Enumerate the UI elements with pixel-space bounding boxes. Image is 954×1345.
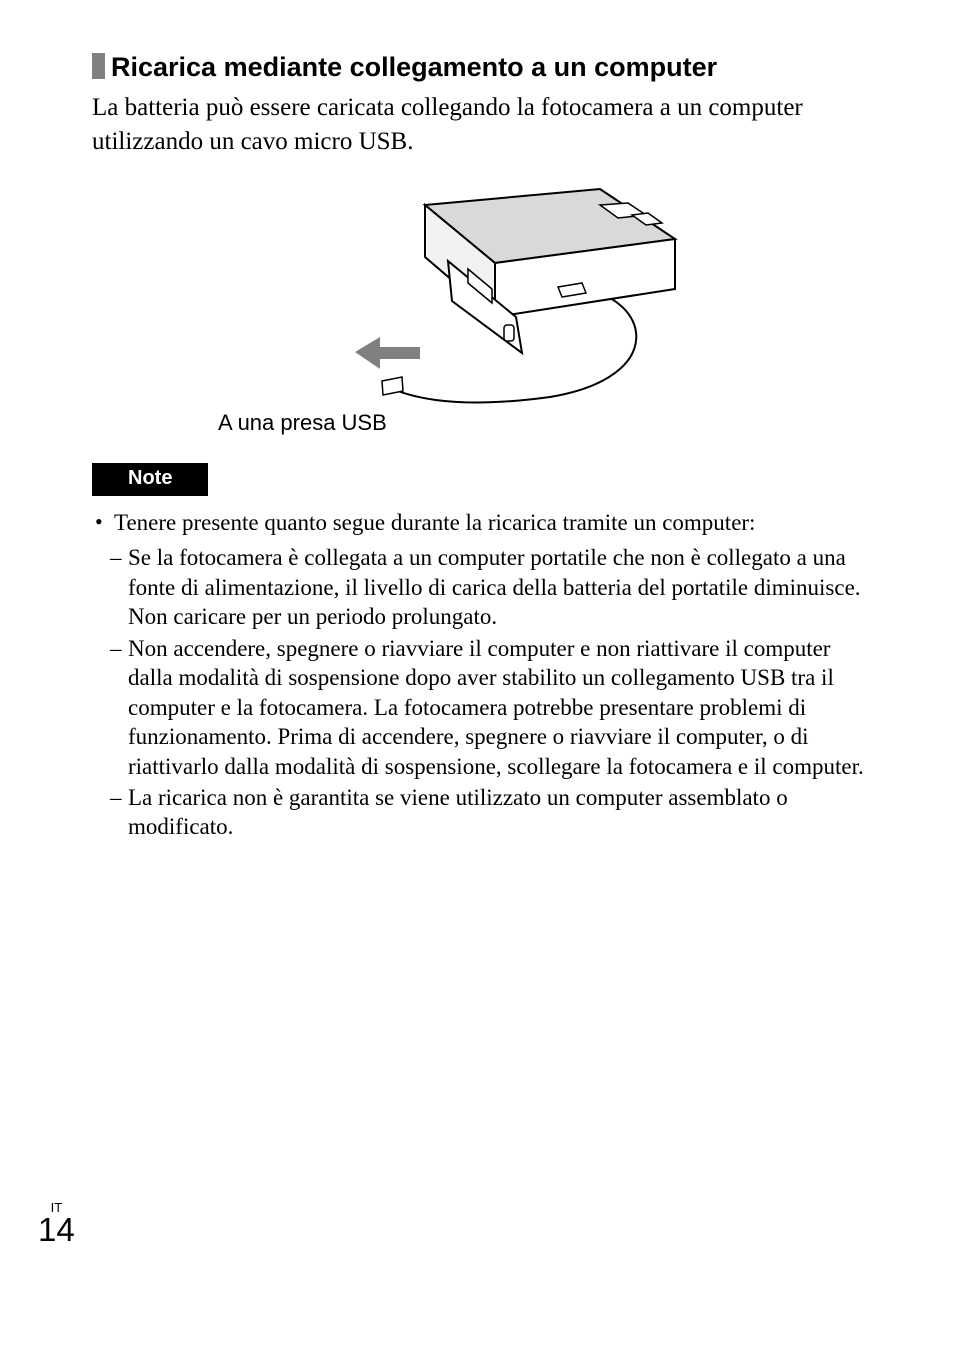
- heading-bar-icon: [92, 53, 105, 79]
- heading-text: Ricarica mediante collegamento a un comp…: [111, 52, 717, 82]
- page-container: Ricarica mediante collegamento a un comp…: [0, 0, 954, 1345]
- note-sub-item: Non accendere, spegnere o riavviare il c…: [92, 634, 868, 781]
- page-footer: IT 14: [38, 1200, 75, 1249]
- figure-caption: A una presa USB: [218, 410, 387, 436]
- usb-charging-figure: A una presa USB: [92, 177, 868, 437]
- arrow-left-icon: [355, 337, 420, 369]
- note-sub-item: La ricarica non è garantita se viene uti…: [92, 783, 868, 842]
- section-heading: Ricarica mediante collegamento a un comp…: [92, 52, 868, 83]
- note-main-bullet: Tenere presente quanto segue durante la …: [92, 508, 868, 537]
- note-label-text: Note: [92, 463, 208, 496]
- footer-page-number: 14: [38, 1211, 75, 1249]
- notes-block: Tenere presente quanto segue durante la …: [92, 508, 868, 842]
- note-sub-item: Se la fotocamera è collegata a un comput…: [92, 543, 868, 631]
- camera-diagram-icon: [270, 177, 690, 427]
- note-label: Note: [92, 463, 868, 496]
- intro-paragraph: La batteria può essere caricata collegan…: [92, 91, 868, 159]
